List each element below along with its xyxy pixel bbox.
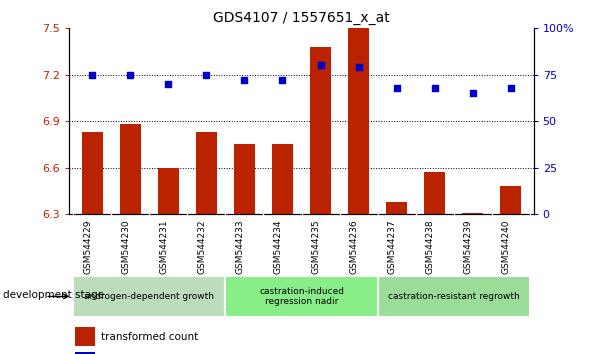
Bar (386, 202, 407, 214)
Bar (377, 276, 530, 317)
Bar (120, 124, 140, 214)
Bar (234, 144, 255, 214)
Bar (75, 352, 95, 354)
Text: GSM544239: GSM544239 (464, 219, 473, 274)
Bar (158, 168, 178, 214)
Text: GSM544233: GSM544233 (235, 219, 244, 274)
Bar (73, 276, 226, 317)
Point (392, 85, 402, 91)
Title: GDS4107 / 1557651_x_at: GDS4107 / 1557651_x_at (213, 11, 390, 24)
Bar (226, 276, 377, 317)
Point (354, 64, 364, 70)
Bar (500, 186, 521, 214)
Bar (272, 144, 293, 214)
Text: GSM544236: GSM544236 (350, 219, 359, 274)
Text: GSM544240: GSM544240 (502, 219, 511, 274)
Text: GSM544230: GSM544230 (121, 219, 130, 274)
Bar (348, 28, 369, 214)
Text: GSM544234: GSM544234 (274, 219, 282, 274)
Bar (310, 47, 331, 214)
Text: GSM544232: GSM544232 (197, 219, 206, 274)
Point (468, 91, 478, 96)
Point (201, 72, 211, 78)
Text: GSM544229: GSM544229 (83, 219, 92, 274)
Point (87, 72, 97, 78)
Point (506, 85, 516, 91)
Text: development stage: development stage (3, 290, 104, 300)
Bar (463, 213, 483, 214)
Bar (75, 327, 95, 346)
Point (125, 72, 135, 78)
Point (430, 85, 440, 91)
Text: GSM544235: GSM544235 (312, 219, 321, 274)
Bar (82, 132, 103, 214)
Text: androgen-dependent growth: androgen-dependent growth (84, 292, 214, 301)
Text: GSM544237: GSM544237 (388, 219, 397, 274)
Point (277, 78, 287, 83)
Point (316, 63, 326, 68)
Bar (196, 132, 217, 214)
Point (163, 81, 173, 87)
Text: castration-resistant regrowth: castration-resistant regrowth (388, 292, 520, 301)
Text: GSM544231: GSM544231 (159, 219, 168, 274)
Text: GSM544238: GSM544238 (426, 219, 435, 274)
Text: castration-induced
regression nadir: castration-induced regression nadir (259, 287, 344, 306)
Text: transformed count: transformed count (101, 332, 198, 342)
Point (239, 78, 249, 83)
Bar (425, 172, 445, 214)
